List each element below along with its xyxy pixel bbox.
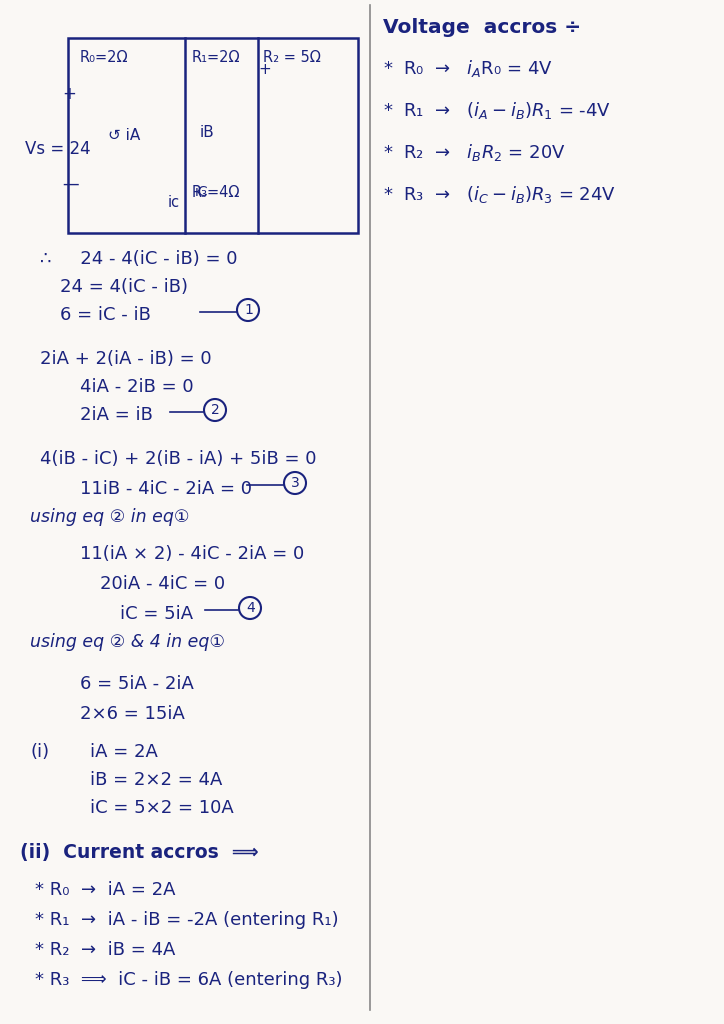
Text: * R₀  →  iA = 2A: * R₀ → iA = 2A (35, 881, 175, 899)
Text: 2: 2 (211, 403, 220, 417)
Text: *  R₁  →   $(i_A - i_B)R_1$ = -4V: * R₁ → $(i_A - i_B)R_1$ = -4V (383, 100, 611, 121)
Text: 2×6 = 15iA: 2×6 = 15iA (80, 705, 185, 723)
Text: *  R₂  →   $i_B R_2$ = 20V: * R₂ → $i_B R_2$ = 20V (383, 142, 565, 163)
Text: using eq ② & 4 in eq①: using eq ② & 4 in eq① (30, 633, 225, 651)
Text: iB = 2×2 = 4A: iB = 2×2 = 4A (90, 771, 222, 790)
Text: 2iA + 2(iA - iB) = 0: 2iA + 2(iA - iB) = 0 (40, 350, 211, 368)
Text: R₀=2Ω: R₀=2Ω (80, 50, 128, 65)
Text: iC = 5×2 = 10A: iC = 5×2 = 10A (90, 799, 234, 817)
Text: iC = 5iA: iC = 5iA (120, 605, 193, 623)
Text: ic: ic (168, 195, 180, 210)
Text: 2iA = iB: 2iA = iB (80, 406, 153, 424)
Text: +: + (258, 62, 271, 77)
Text: R₁=2Ω: R₁=2Ω (192, 50, 240, 65)
Text: using eq ② in eq①: using eq ② in eq① (30, 508, 190, 526)
Text: R₂ = 5Ω: R₂ = 5Ω (263, 50, 321, 65)
Text: * R₂  →  iB = 4A: * R₂ → iB = 4A (35, 941, 175, 959)
Text: R₃=4Ω: R₃=4Ω (192, 185, 240, 200)
Text: 20iA - 4iC = 0: 20iA - 4iC = 0 (100, 575, 225, 593)
Text: 4: 4 (246, 601, 255, 615)
Text: iB: iB (200, 125, 215, 140)
Text: 1: 1 (244, 303, 253, 317)
Text: (i): (i) (30, 743, 49, 761)
Text: iA = 2A: iA = 2A (90, 743, 158, 761)
Text: iC: iC (195, 185, 209, 199)
Text: * R₁  →  iA - iB = -2A (entering R₁): * R₁ → iA - iB = -2A (entering R₁) (35, 911, 339, 929)
Text: *  R₃  →   $(i_C - i_B)R_3$ = 24V: * R₃ → $(i_C - i_B)R_3$ = 24V (383, 184, 616, 205)
Text: Voltage  accros ÷: Voltage accros ÷ (383, 18, 581, 37)
Text: 24 = 4(iC - iB): 24 = 4(iC - iB) (60, 278, 188, 296)
Text: 11iB - 4iC - 2iA = 0: 11iB - 4iC - 2iA = 0 (80, 480, 252, 498)
Text: 6 = iC - iB: 6 = iC - iB (60, 306, 151, 324)
Text: +: + (62, 85, 76, 103)
Text: 4(iB - iC) + 2(iB - iA) + 5iB = 0: 4(iB - iC) + 2(iB - iA) + 5iB = 0 (40, 450, 316, 468)
Text: (ii)  Current accros  ⟹: (ii) Current accros ⟹ (20, 843, 258, 862)
Text: ↺ iA: ↺ iA (108, 128, 140, 143)
Text: *  R₀  →   $i_A$R₀ = 4V: * R₀ → $i_A$R₀ = 4V (383, 58, 553, 79)
Text: 6 = 5iA - 2iA: 6 = 5iA - 2iA (80, 675, 194, 693)
Text: 4iA - 2iB = 0: 4iA - 2iB = 0 (80, 378, 193, 396)
Text: 3: 3 (291, 476, 300, 490)
Text: Vs = 24: Vs = 24 (25, 140, 90, 158)
Text: * R₃  ⟹  iC - iB = 6A (entering R₃): * R₃ ⟹ iC - iB = 6A (entering R₃) (35, 971, 342, 989)
Text: ∴     24 - 4(iC - iB) = 0: ∴ 24 - 4(iC - iB) = 0 (40, 250, 237, 268)
Text: 11(iA × 2) - 4iC - 2iA = 0: 11(iA × 2) - 4iC - 2iA = 0 (80, 545, 304, 563)
Text: —: — (62, 175, 79, 193)
